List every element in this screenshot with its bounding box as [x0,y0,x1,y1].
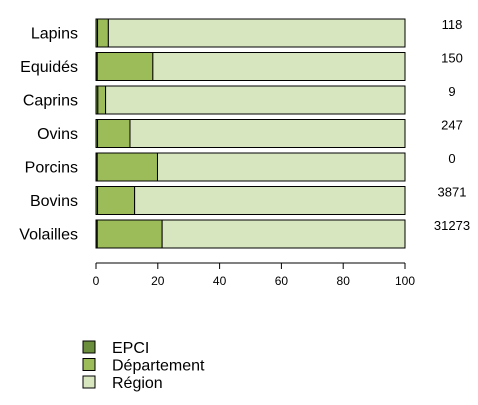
category-label: Porcins [25,160,78,177]
category-label: Caprins [23,93,78,110]
x-tick-label: 20 [151,274,165,288]
bar-segment [97,186,136,215]
category-label: Bovins [30,193,78,210]
legend-swatch [82,375,96,389]
legend-label: EPCI [112,340,149,357]
x-tick-label: 80 [337,274,351,288]
count-label: 31273 [434,218,470,233]
bar-segment [107,18,406,48]
count-label: 118 [442,17,463,32]
category-label: Equidés [20,59,78,76]
bar-segment [105,85,406,115]
category-label: Volailles [19,227,78,244]
bar-segment [96,219,163,249]
count-label: 3871 [438,185,467,200]
x-tick-label: 0 [93,274,100,288]
bar-segment [156,152,406,182]
bar-segment [96,152,158,182]
x-tick-label: 60 [275,274,289,288]
count-label: 9 [448,84,455,99]
count-label: 150 [441,51,463,66]
legend-label: Département [112,358,205,375]
bar-segment [97,18,109,48]
bar-segment [96,52,154,81]
bar-segment [134,186,406,215]
legend-label: Région [112,375,163,392]
x-tick-label: 40 [213,274,227,288]
category-label: Ovins [37,126,78,143]
legend-swatch [82,340,96,354]
count-label: 247 [441,118,463,133]
legend-swatch [82,358,96,371]
bar-segment [129,119,406,148]
bar-segment [161,219,406,249]
bar-segment [152,52,406,81]
bar-segment [97,85,107,115]
category-label: Lapins [31,26,78,43]
count-label: 0 [448,151,455,166]
bar-segment [97,119,131,148]
x-tick-label: 100 [395,274,415,288]
